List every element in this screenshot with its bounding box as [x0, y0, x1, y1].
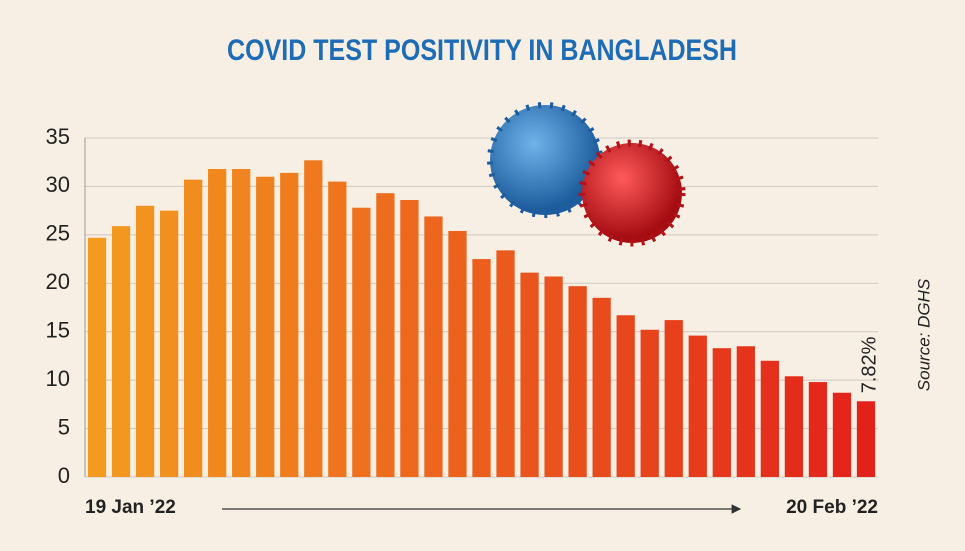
bar — [400, 199, 419, 477]
bar — [760, 360, 779, 477]
y-tick-label: 25 — [46, 221, 70, 246]
bar — [736, 346, 755, 477]
chart-title: COVID TEST POSITIVITY IN BANGLADESH — [227, 34, 737, 67]
bar — [184, 179, 203, 478]
bar — [448, 230, 467, 477]
x-tick-label: 20 Feb ’22 — [786, 497, 878, 518]
plot: 0 5 10 15 20 25 30 35 19 Jan ’22 20 Feb ’22 7.82% — [46, 124, 881, 518]
bar — [352, 207, 371, 478]
bar — [135, 205, 155, 478]
bar — [304, 160, 323, 477]
bar — [520, 272, 539, 477]
y-tick-label: 0 — [58, 463, 70, 488]
bar — [592, 297, 611, 477]
source-note: Source: DGHS — [914, 278, 933, 391]
bar — [544, 276, 563, 477]
bar — [856, 401, 876, 477]
y-tick-label: 35 — [46, 124, 70, 149]
y-tick-label: 10 — [46, 366, 70, 391]
bar — [784, 376, 804, 477]
bar — [832, 392, 852, 477]
bar — [808, 382, 828, 477]
bar — [616, 315, 635, 477]
bar — [87, 237, 107, 477]
bar — [376, 193, 395, 478]
bar — [688, 335, 707, 477]
bar — [111, 226, 131, 477]
bar — [640, 329, 659, 477]
bar — [664, 320, 683, 477]
bar — [280, 172, 299, 477]
bar — [568, 286, 587, 477]
y-tick-label: 15 — [46, 318, 70, 343]
x-tick-label: 19 Jan ’22 — [85, 497, 176, 518]
bar — [472, 259, 491, 477]
y-tick-label: 20 — [46, 269, 70, 294]
virus-illustration — [487, 102, 686, 247]
bar — [232, 168, 251, 477]
bar — [712, 348, 731, 477]
bar — [208, 168, 227, 477]
bar — [159, 210, 179, 477]
y-tick-label: 5 — [58, 414, 70, 439]
bar — [256, 176, 275, 477]
bar — [328, 181, 347, 478]
bar — [496, 250, 515, 477]
value-label: 7.82% — [858, 336, 880, 393]
y-tick-label: 30 — [46, 172, 70, 197]
bar — [424, 216, 443, 477]
